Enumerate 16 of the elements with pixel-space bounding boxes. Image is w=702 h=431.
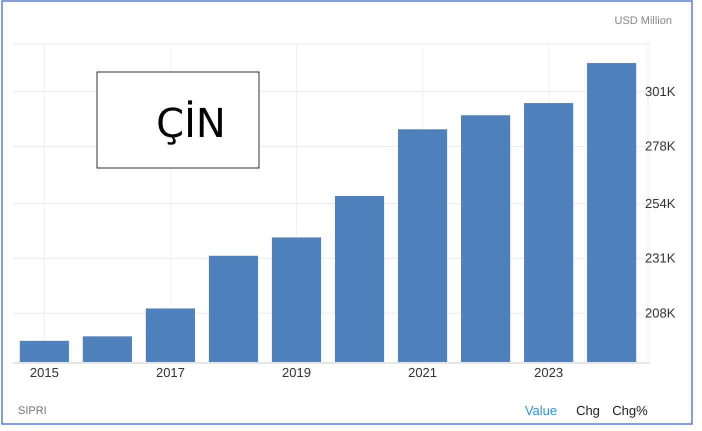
y-axis-title: USD Million xyxy=(614,15,672,27)
y-tick-label: 301K xyxy=(645,84,676,99)
y-tick-label: 254K xyxy=(645,196,676,211)
text: ÇİN xyxy=(156,100,226,147)
x-tick-label: 2021 xyxy=(408,365,438,380)
x-tick-label: 2023 xyxy=(534,365,564,380)
x-tick-label: 2017 xyxy=(156,365,185,380)
y-tick-label: 231K xyxy=(645,250,676,266)
y-tick-label: 278K xyxy=(645,138,676,154)
x-tick-label: 2015 xyxy=(30,365,59,380)
x-tick-label: 2019 xyxy=(282,365,311,380)
text: SIPRI xyxy=(18,405,47,417)
text: Value xyxy=(524,403,558,418)
y-tick-label: 208K xyxy=(645,305,676,320)
text: Chg xyxy=(576,403,600,418)
text: Chg% xyxy=(612,403,648,418)
